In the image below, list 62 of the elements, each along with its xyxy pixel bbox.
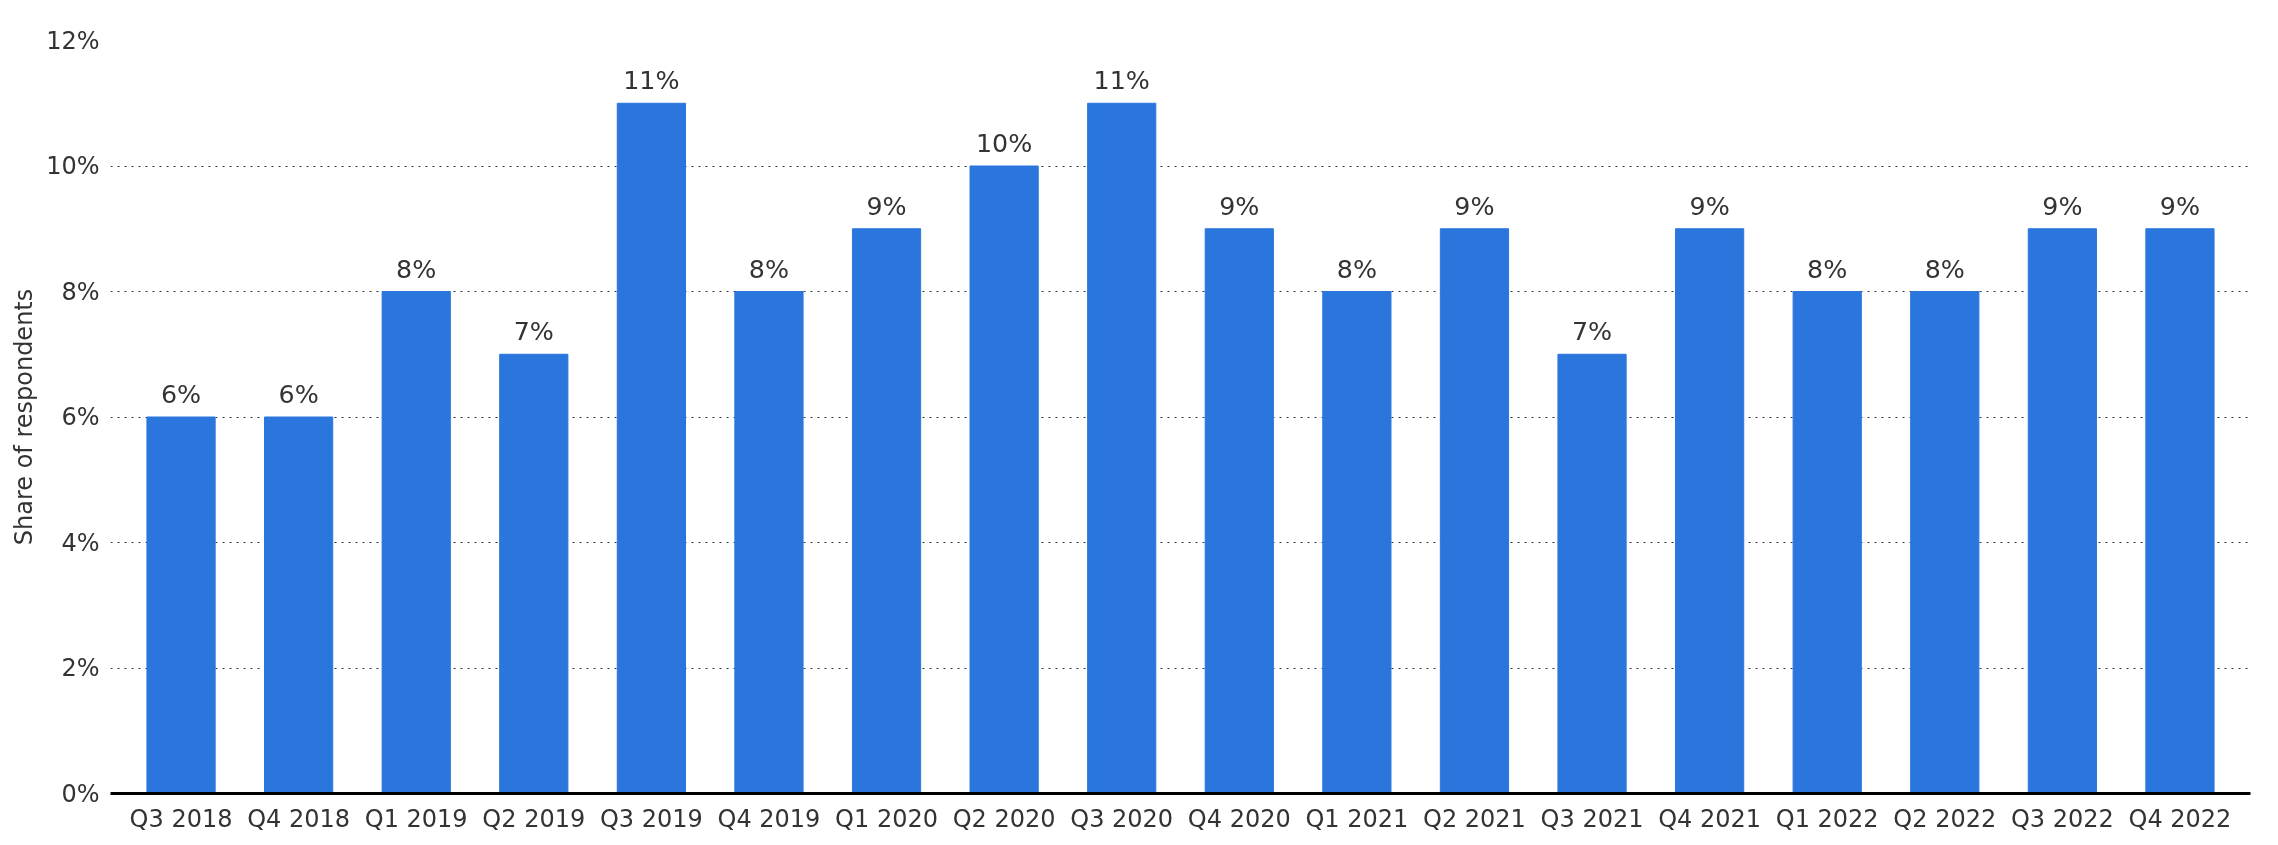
data-label: 8% [748, 253, 790, 284]
bar [1087, 102, 1157, 794]
bar [734, 291, 804, 794]
x-tick-label: Q4 2018 [247, 804, 351, 833]
bar [1910, 291, 1980, 794]
x-tick-label: Q2 2022 [1893, 804, 1997, 833]
y-tick-label: 10% [46, 152, 100, 180]
y-tick-label: 6% [61, 403, 100, 431]
x-tick-label: Q4 2020 [1187, 804, 1291, 833]
data-label: 8% [1336, 253, 1377, 284]
data-label: 10% [975, 128, 1033, 158]
x-tick-label: Q3 2020 [1070, 804, 1174, 833]
data-label: 6% [278, 379, 319, 409]
bar [1204, 228, 1274, 794]
bar [499, 353, 569, 794]
y-tick-label: 2% [61, 654, 100, 682]
y-axis-title: Share of respondents [10, 288, 39, 546]
data-label: 7% [513, 316, 554, 347]
x-tick-label: Q1 2021 [1305, 804, 1409, 833]
y-tick-label: 8% [61, 277, 100, 306]
x-tick-label: Q1 2022 [1775, 804, 1879, 833]
bar [1792, 291, 1862, 794]
x-tick-label: Q3 2021 [1540, 804, 1644, 833]
data-label: 7% [1571, 316, 1613, 347]
bar [616, 102, 686, 794]
bar [2027, 228, 2097, 794]
bar [381, 291, 451, 794]
data-label: 11% [623, 65, 680, 96]
x-tick-label: Q3 2018 [129, 804, 233, 833]
data-label: 9% [2042, 190, 2083, 221]
bar [1439, 228, 1510, 794]
bar [2145, 228, 2215, 794]
data-label: 11% [1093, 65, 1150, 96]
bar [1675, 228, 1745, 794]
data-label: 9% [1219, 190, 1260, 221]
bar [146, 416, 216, 794]
x-tick-label: Q4 2022 [2128, 804, 2232, 833]
data-label: 9% [2159, 190, 2201, 221]
x-tick-label: Q2 2021 [1423, 804, 1526, 833]
data-label: 6% [160, 379, 202, 409]
data-label: 9% [866, 190, 907, 221]
data-label: 8% [1807, 253, 1848, 284]
bar [264, 416, 334, 794]
x-tick-label: Q2 2019 [482, 804, 586, 833]
y-tick-label: 4% [61, 528, 100, 557]
x-tick-label: Q4 2019 [717, 804, 821, 833]
bar [969, 165, 1039, 794]
bar [1322, 291, 1392, 794]
data-label: 9% [1454, 190, 1495, 221]
data-label: 9% [1689, 190, 1730, 221]
x-tick-label: Q3 2019 [599, 804, 703, 833]
data-label: 8% [396, 253, 437, 284]
y-tick-label: 12% [46, 26, 100, 55]
bar [851, 228, 922, 794]
y-tick-label: 0% [61, 779, 100, 808]
x-tick-label: Q3 2022 [2010, 804, 2114, 833]
x-tick-label: Q2 2020 [952, 804, 1056, 833]
data-label: 8% [1924, 253, 1965, 284]
x-tick-label: Q1 2020 [835, 804, 938, 833]
x-tick-label: Q1 2019 [364, 804, 468, 833]
bar [1557, 353, 1627, 794]
x-tick-label: Q4 2021 [1658, 804, 1762, 833]
